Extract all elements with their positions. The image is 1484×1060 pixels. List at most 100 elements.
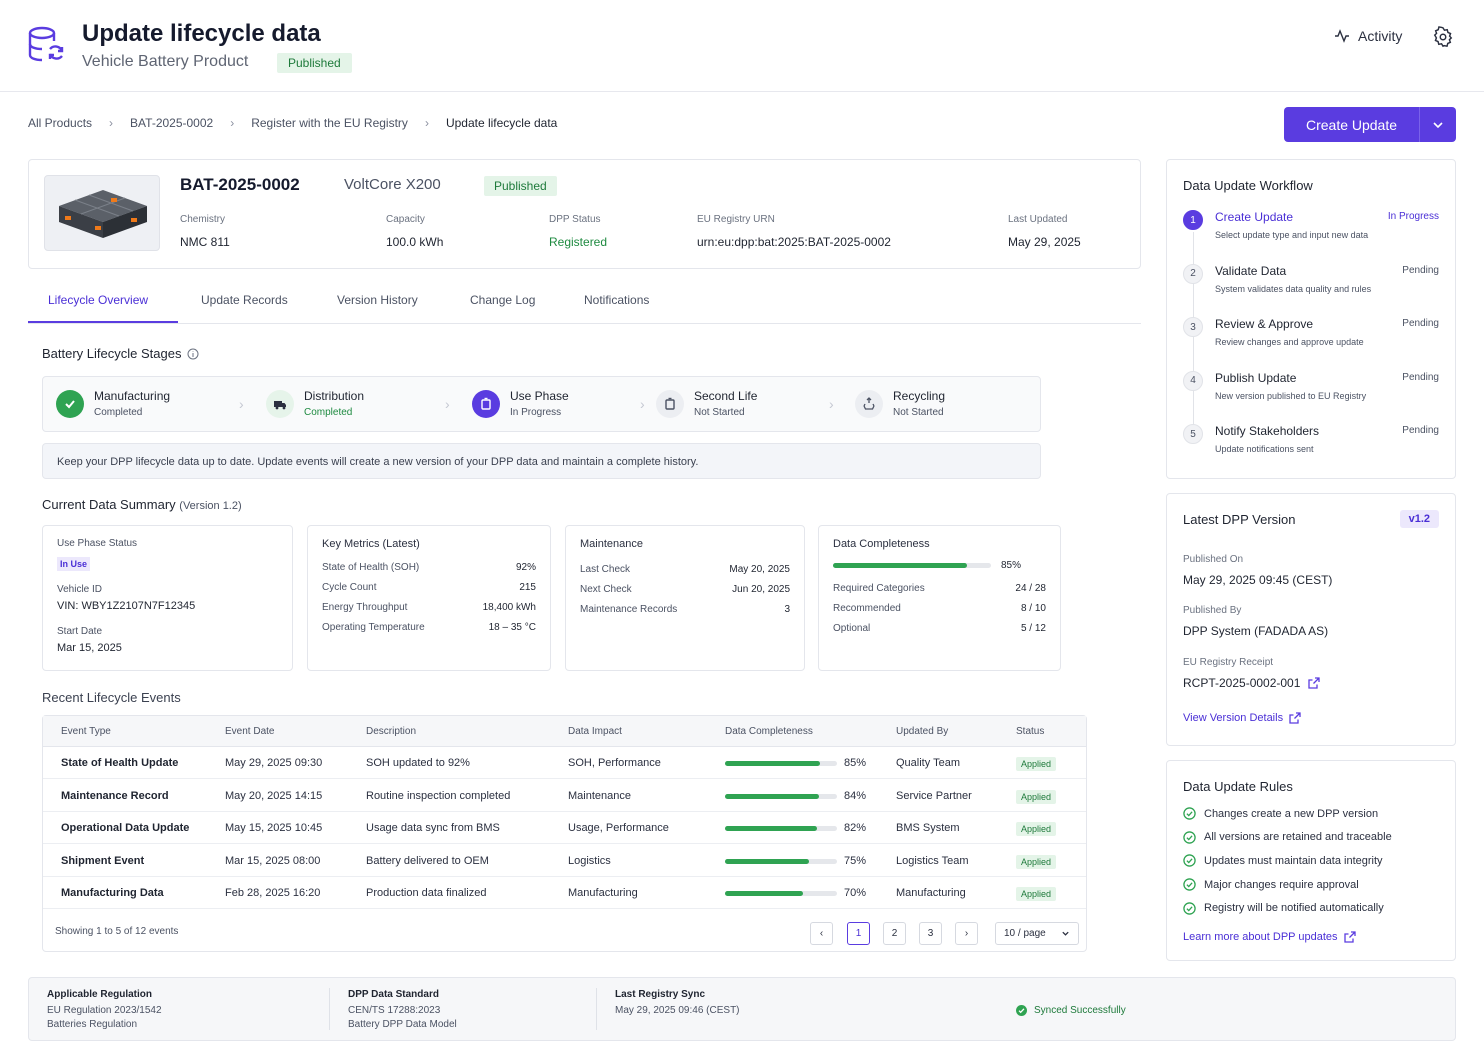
stage-use-phase[interactable]: Use Phase In Progress xyxy=(472,389,569,418)
breadcrumb-item[interactable]: All Products xyxy=(28,116,93,130)
tab-lifecycle-overview[interactable]: Lifecycle Overview xyxy=(48,293,149,307)
table-row[interactable]: State of Health Update May 29, 2025 09:30… xyxy=(43,747,1086,779)
page-size-value: 10 / page xyxy=(1004,928,1046,939)
page-button[interactable]: 1 xyxy=(847,922,870,945)
footer-label: DPP Data Standard xyxy=(348,989,439,1000)
step-title: Create Update xyxy=(1215,210,1294,224)
footer-sync: Last Registry Sync May 29, 2025 09:46 (C… xyxy=(615,988,740,1018)
chevron-right-icon: › xyxy=(640,396,645,412)
table-row[interactable]: Maintenance Record May 20, 2025 14:15 Rout… xyxy=(43,780,1086,812)
page-subtitle: Vehicle Battery Product xyxy=(82,53,249,70)
tab-version-history[interactable]: Version History xyxy=(337,293,418,307)
column-header[interactable]: Description xyxy=(366,726,417,737)
stage-status: Not Started xyxy=(893,407,944,418)
next-page-button[interactable]: › xyxy=(955,922,978,945)
latest-version-panel: Latest DPP Version v1.2 Published On May… xyxy=(1166,493,1456,746)
battery-product-image xyxy=(44,175,160,251)
learn-more-link[interactable]: Learn more about DPP updates xyxy=(1183,931,1356,943)
tab-bar: Lifecycle Overview Update Records Versio… xyxy=(28,280,1141,324)
divider xyxy=(596,988,597,1030)
gear-icon[interactable] xyxy=(1432,26,1454,48)
prev-page-button[interactable]: ‹ xyxy=(810,922,833,945)
progress-label: 85% xyxy=(1001,560,1022,571)
activity-button[interactable]: Activity xyxy=(1334,28,1402,44)
create-update-button[interactable]: Create Update xyxy=(1305,116,1398,133)
info-icon[interactable] xyxy=(187,348,199,360)
field-label: EU Registry URN xyxy=(697,214,775,225)
workflow-step[interactable]: 4 Publish Update New version published to … xyxy=(1183,370,1439,421)
table-row[interactable]: Shipment Event Mar 15, 2025 08:00 Battery … xyxy=(43,845,1086,877)
field-value: 24 / 28 xyxy=(1015,583,1046,594)
page-size-select[interactable]: 10 / page xyxy=(995,922,1079,945)
rule-item: All versions are retained and traceable xyxy=(1183,830,1392,844)
field-label: Published On xyxy=(1183,554,1244,565)
event-type: Shipment Event xyxy=(61,854,145,867)
event-type: Manufacturing Data xyxy=(61,887,164,899)
event-date: May 15, 2025 10:45 xyxy=(225,822,323,834)
table-row[interactable]: Manufacturing Data Feb 28, 2025 16:20 Prod… xyxy=(43,877,1086,909)
events-heading: Recent Lifecycle Events xyxy=(42,690,181,705)
external-link-icon[interactable] xyxy=(1308,677,1321,689)
create-update-menu-button[interactable] xyxy=(1419,107,1456,142)
event-type: Operational Data Update xyxy=(61,822,190,834)
status-badge: Applied xyxy=(1016,887,1057,901)
field-value: Registered xyxy=(549,235,608,249)
metric-label: Cycle Count xyxy=(322,582,377,593)
check-circle-icon xyxy=(1016,1005,1027,1016)
completeness-fill xyxy=(725,891,804,896)
recycle-icon xyxy=(855,389,883,418)
product-model: VoltCore X200 xyxy=(344,176,441,193)
field-value: DPP System (FADADA AS) xyxy=(1183,624,1329,638)
rule-text: Changes create a new DPP version xyxy=(1204,807,1379,820)
breadcrumb-item[interactable]: BAT-2025-0002 xyxy=(130,116,214,130)
table-row[interactable]: Operational Data Update May 15, 2025 10:4… xyxy=(43,812,1086,844)
sync-status-label: Synced Successfully xyxy=(1034,1005,1126,1016)
workflow-step[interactable]: 1 Create Update Select update type and inp… xyxy=(1183,210,1439,260)
page-button[interactable]: 2 xyxy=(883,922,906,945)
active-tab-indicator xyxy=(28,321,178,323)
completeness-row: Required Categories 24 / 28 xyxy=(833,583,1046,594)
stage-status: Completed xyxy=(94,407,143,418)
stage-recycling[interactable]: Recycling Not Started xyxy=(855,389,945,418)
stage-distribution[interactable]: Distribution Completed xyxy=(266,389,364,418)
breadcrumb-current: Update lifecycle data xyxy=(445,116,558,130)
workflow-step[interactable]: 2 Validate Data System validates data qual… xyxy=(1183,263,1439,314)
product-field-chemistry: Chemistry NMC 811 xyxy=(180,214,230,249)
database-sync-icon xyxy=(28,26,64,62)
view-version-details-link[interactable]: View Version Details xyxy=(1183,712,1301,724)
tab-notifications[interactable]: Notifications xyxy=(584,293,650,307)
status-badge: Published xyxy=(277,53,352,73)
column-header[interactable]: Event Date xyxy=(225,726,275,737)
product-id: BAT-2025-0002 xyxy=(180,175,300,194)
data-impact: Logistics xyxy=(568,854,611,867)
section-title: Battery Lifecycle Stages xyxy=(42,346,182,361)
breadcrumb-item[interactable]: Register with the EU Registry xyxy=(251,116,408,130)
stage-status: In Progress xyxy=(510,407,562,418)
tab-update-records[interactable]: Update Records xyxy=(201,293,288,307)
stage-manufacturing[interactable]: Manufacturing Completed xyxy=(56,389,170,418)
column-header[interactable]: Updated By xyxy=(896,726,949,737)
stage-second-life[interactable]: Second Life Not Started xyxy=(656,389,757,418)
completeness-label: 82% xyxy=(844,822,867,834)
maintenance-card: Maintenance Last Check May 20, 2025 Next … xyxy=(565,525,805,671)
page-button[interactable]: 3 xyxy=(919,922,942,945)
completeness-fill xyxy=(725,826,817,831)
summary-version: (Version 1.2) xyxy=(179,500,242,512)
step-number: 1 xyxy=(1183,210,1203,230)
workflow-step[interactable]: 3 Review & Approve Review changes and appr… xyxy=(1183,317,1439,367)
column-header[interactable]: Status xyxy=(1016,726,1045,737)
step-description: System validates data quality and rules xyxy=(1215,283,1372,294)
column-header[interactable]: Data Impact xyxy=(568,726,622,737)
breadcrumb: All Products › BAT-2025-0002 › Register … xyxy=(28,116,557,130)
tab-change-log[interactable]: Change Log xyxy=(470,293,536,307)
stage-name: Distribution xyxy=(304,389,365,403)
column-header[interactable]: Data Completeness xyxy=(725,726,813,737)
metric-value: 18,400 kWh xyxy=(482,602,536,613)
workflow-panel: Data Update Workflow 1 Create Update Selec… xyxy=(1166,159,1456,479)
card-title: Maintenance xyxy=(580,538,643,550)
card-title: Key Metrics (Latest) xyxy=(322,538,420,550)
progress-fill xyxy=(833,563,968,568)
column-header[interactable]: Event Type xyxy=(61,726,111,737)
workflow-step[interactable]: 5 Notify Stakeholders Update notifications… xyxy=(1183,424,1439,474)
step-status: In Progress xyxy=(1387,211,1439,222)
